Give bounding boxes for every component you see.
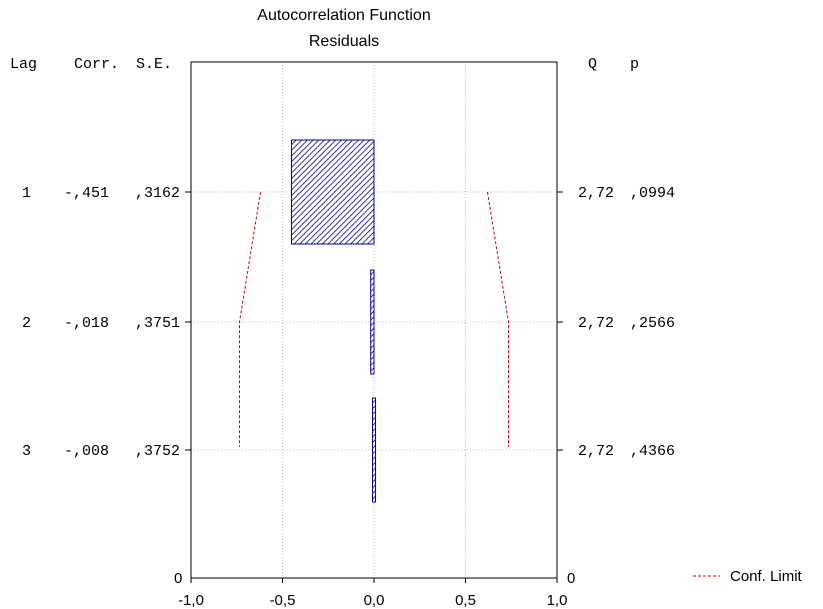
header-corr: Corr. — [74, 56, 119, 73]
row-q: 2,72 — [578, 185, 614, 202]
row-lag: 1 — [22, 185, 31, 202]
x-tick-labels: -1,0 -0,5 0,0 0,5 1,0 — [178, 578, 567, 609]
row-labels: 1 -,451 ,3162 2,72 ,0994 2 -,018 ,3751 2,72 ,2566… — [22, 185, 675, 460]
legend-label: Conf. Limit — [730, 568, 803, 585]
header-p: p — [630, 56, 639, 73]
acf-bar — [370, 269, 375, 375]
row-p: ,4366 — [630, 443, 675, 460]
header-lag: Lag — [10, 56, 37, 73]
chart-subtitle: Residuals — [309, 33, 379, 50]
x-tick-label: -0,5 — [270, 592, 296, 609]
row-se: ,3162 — [135, 185, 180, 202]
x-tick-label: -1,0 — [178, 592, 204, 609]
x-tick-label: 0,5 — [455, 592, 476, 609]
row-se: ,3751 — [135, 315, 180, 332]
header-se: S.E. — [136, 56, 172, 73]
row-lag: 3 — [22, 443, 31, 460]
conf-limit-upper — [486, 191, 510, 447]
conf-limit-lines — [238, 191, 510, 447]
bars — [290, 139, 377, 503]
row-p: ,2566 — [630, 315, 675, 332]
y-zero-left: 0 — [174, 570, 182, 587]
header-q: Q — [588, 56, 597, 73]
acf-bar — [372, 397, 377, 503]
row-p: ,0994 — [630, 185, 675, 202]
row-corr: -,451 — [64, 185, 109, 202]
conf-limit-lower — [238, 191, 262, 447]
chart-title: Autocorrelation Function — [257, 7, 430, 24]
row-corr: -,018 — [64, 315, 109, 332]
row-se: ,3752 — [135, 443, 180, 460]
x-tick-label: 0,0 — [364, 592, 385, 609]
row-lag: 2 — [22, 315, 31, 332]
y-zero-right: 0 — [567, 570, 575, 587]
acf-bar — [290, 139, 375, 245]
row-q: 2,72 — [578, 315, 614, 332]
row-corr: -,008 — [64, 443, 109, 460]
x-tick-label: 1,0 — [547, 592, 568, 609]
row-q: 2,72 — [578, 443, 614, 460]
